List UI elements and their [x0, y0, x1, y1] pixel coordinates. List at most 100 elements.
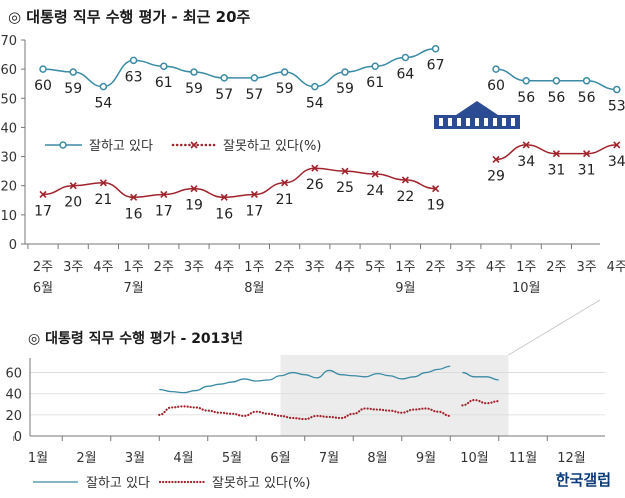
disapprove-data-label: 34 — [608, 154, 625, 170]
approve-data-label: 56 — [578, 90, 596, 106]
x-month-label: 9월 — [395, 281, 415, 296]
y-tick-label: 10 — [0, 209, 17, 224]
sub-y-tick-label: 0 — [14, 430, 22, 445]
x-tick-label: 2주 — [33, 260, 53, 275]
approve-data-label: 61 — [366, 75, 384, 91]
sub-y-tick-label: 20 — [5, 409, 22, 424]
approve-data-label: 53 — [608, 99, 625, 115]
disapprove-data-label: 16 — [215, 206, 233, 222]
approve-point — [250, 74, 259, 82]
sub-x-tick-label: 11월 — [509, 451, 538, 466]
sub-x-tick-label: 5월 — [222, 451, 242, 466]
building-window-icon — [439, 118, 443, 126]
sub-y-tick-label: 60 — [5, 367, 22, 382]
y-tick-label: 40 — [0, 121, 17, 136]
approve-point — [190, 68, 198, 76]
x-tick-label: 2주 — [274, 260, 294, 275]
approve-point — [522, 77, 530, 85]
disapprove-data-label: 17 — [155, 203, 173, 219]
sub-x-tick-label: 4월 — [173, 451, 193, 466]
approve-data-label: 56 — [547, 90, 565, 106]
x-tick-label: 4주 — [486, 260, 506, 275]
x-tick-label: 3주 — [576, 260, 596, 275]
x-tick-label: 1주 — [516, 260, 536, 275]
x-tick-label: 3주 — [63, 260, 83, 275]
sub-x-tick-label: 2월 — [76, 451, 96, 466]
x-tick-label: 2주 — [154, 260, 174, 275]
sub-x-tick-label: 12월 — [557, 451, 586, 466]
approve-data-label: 59 — [185, 81, 203, 97]
disapprove-point — [39, 190, 47, 199]
building-window-icon — [475, 118, 479, 126]
building-window-icon — [484, 118, 488, 126]
x-tick-label: 3주 — [184, 260, 204, 275]
sub-disapprove-line — [461, 398, 500, 407]
sub-x-tick-label: 10월 — [460, 451, 489, 466]
building-window-icon — [493, 118, 497, 126]
sub-x-tick-label: 9월 — [416, 451, 436, 466]
disapprove-data-label: 19 — [427, 198, 445, 214]
approve-point — [613, 85, 621, 94]
approve-data-label: 59 — [64, 81, 82, 97]
x-month-label: 6월 — [33, 281, 53, 296]
chart-title-sub: ◎ 대통령 직무 수행 평가 - 2013년 — [28, 331, 244, 347]
zoom-connector — [508, 299, 601, 356]
approve-point — [311, 82, 319, 91]
approve-point — [582, 77, 591, 85]
building-roof-icon — [456, 101, 498, 115]
approve-data-label: 59 — [336, 81, 354, 97]
sub-x-tick-label: 1월 — [28, 451, 48, 466]
approve-point — [280, 68, 289, 76]
approve-point — [492, 65, 500, 73]
building-window-icon — [466, 118, 470, 126]
disapprove-point — [522, 141, 530, 149]
chart-title-main: ◎ 대통령 직무 수행 평가 - 최근 20주 — [8, 8, 251, 26]
disapprove-point — [250, 190, 258, 199]
approve-data-label: 63 — [125, 69, 143, 85]
approve-data-label: 57 — [245, 87, 263, 103]
building-window-icon — [511, 118, 515, 126]
x-month-label: 8월 — [244, 281, 264, 296]
y-tick-label: 0 — [9, 238, 17, 253]
approve-data-label: 67 — [427, 58, 445, 74]
disapprove-point — [613, 141, 621, 149]
x-tick-label: 4주 — [93, 260, 113, 275]
approve-data-label: 54 — [94, 96, 112, 112]
legend-disapprove-label: 잘못하고 있다(%) — [223, 139, 321, 154]
x-tick-label: 1주 — [123, 260, 143, 275]
disapprove-point — [311, 164, 319, 172]
approve-data-label: 54 — [306, 96, 324, 112]
disapprove-point — [492, 155, 500, 164]
disapprove-point — [130, 193, 138, 201]
y-tick-label: 70 — [0, 34, 17, 49]
sub-approve-line — [462, 371, 499, 381]
approve-point — [341, 68, 349, 76]
disapprove-data-label: 31 — [578, 163, 596, 179]
y-tick-label: 60 — [0, 63, 17, 78]
disapprove-point — [69, 182, 77, 190]
x-month-label: 7월 — [123, 281, 143, 296]
disapprove-data-label: 21 — [276, 192, 294, 208]
building-window-icon — [448, 118, 452, 126]
building-window-icon — [457, 118, 461, 126]
approve-data-label: 64 — [396, 66, 414, 82]
disapprove-data-label: 16 — [125, 206, 143, 222]
x-month-label: 10월 — [512, 281, 541, 296]
approve-point — [69, 68, 77, 76]
x-tick-label: 1주 — [395, 260, 415, 275]
approve-point — [220, 74, 228, 82]
approve-data-label: 60 — [487, 78, 505, 94]
approve-point — [552, 77, 561, 85]
approve-point — [39, 65, 47, 73]
disapprove-point — [432, 185, 440, 193]
highlight-region — [280, 355, 509, 436]
disapprove-point — [160, 190, 168, 199]
legend-approve-marker — [59, 141, 67, 149]
disapprove-data-label: 17 — [34, 203, 52, 219]
gallup-logo: 한국갤럽 — [555, 471, 611, 489]
disapprove-data-label: 34 — [517, 154, 535, 170]
disapprove-point — [281, 179, 289, 187]
y-tick-label: 50 — [0, 92, 17, 107]
disapprove-point — [583, 150, 591, 158]
x-tick-label: 2주 — [546, 260, 566, 275]
